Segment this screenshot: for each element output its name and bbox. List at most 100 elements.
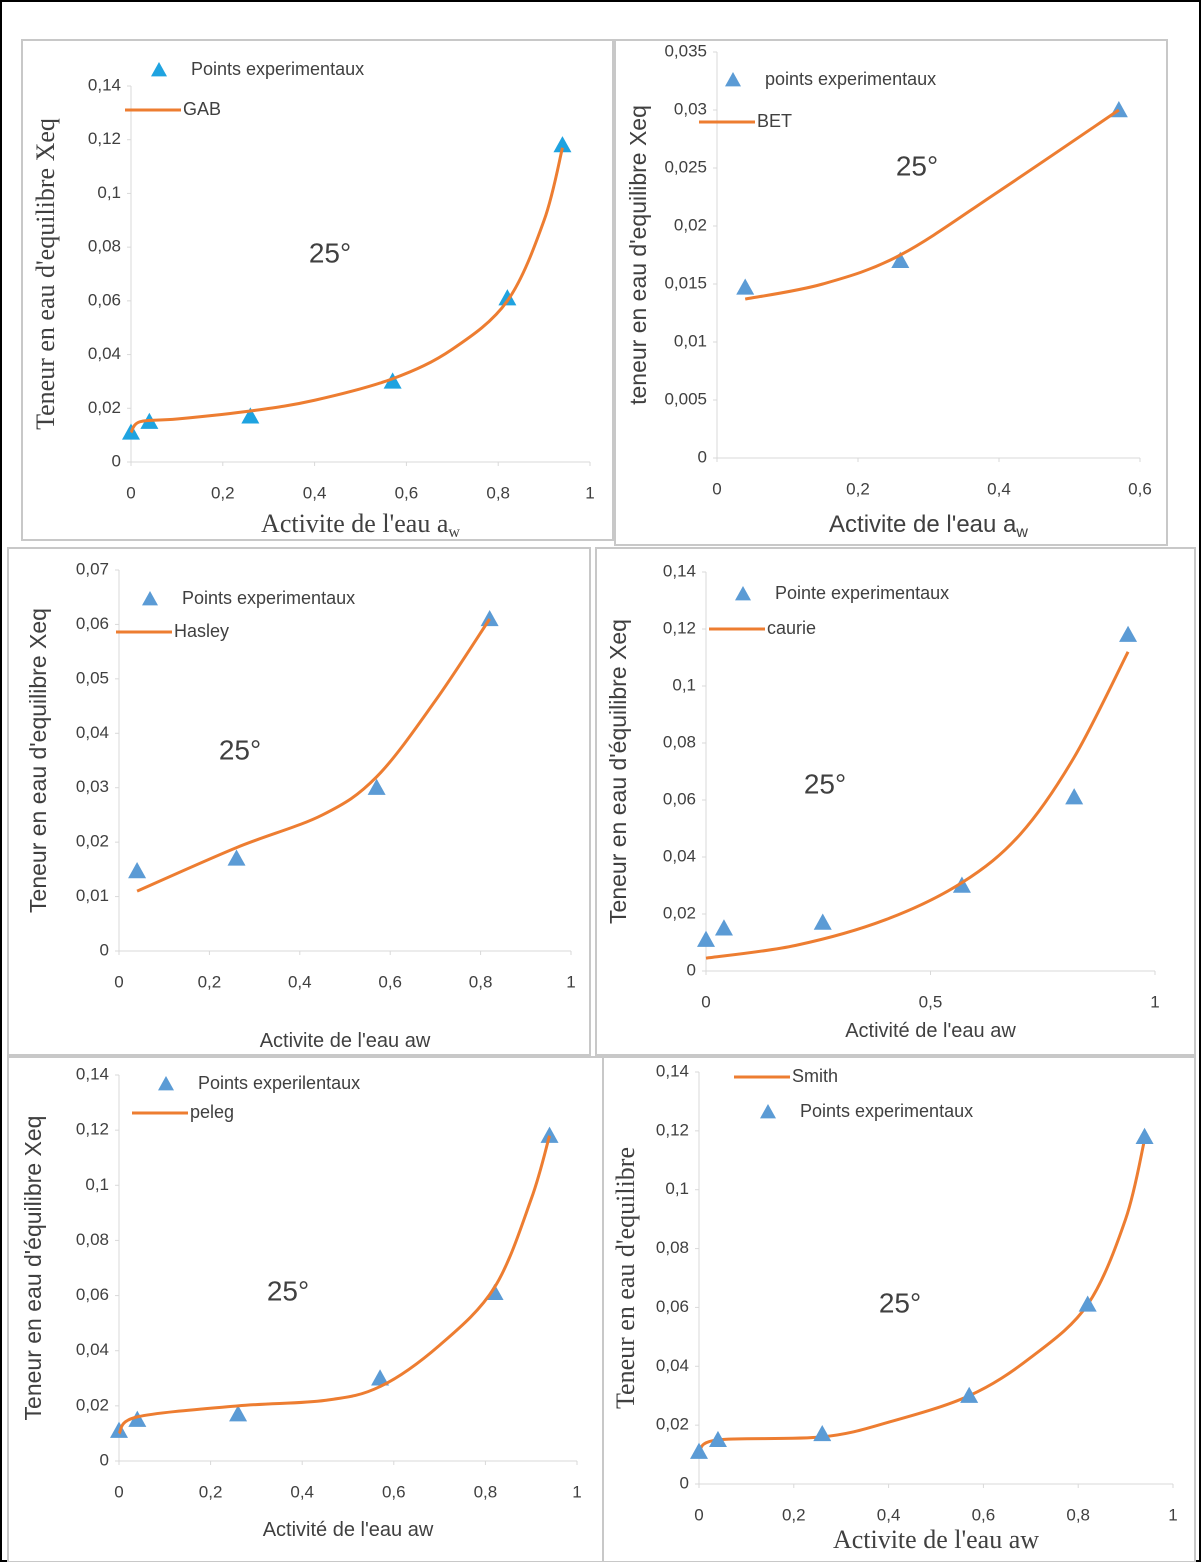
y-tick-label: 0,08 xyxy=(656,1238,689,1257)
y-tick-label: 0,12 xyxy=(76,1120,109,1139)
data-point xyxy=(813,1424,832,1442)
data-point xyxy=(128,1410,147,1427)
chart-panel: 0 0,005 0,01 0,015 0,02 0,025 0,03 0,035 0 0,2 0,4… xyxy=(614,39,1168,546)
y-tick-label: 0 xyxy=(687,960,696,979)
x-axis-title-text: Activité de l'eau aw xyxy=(263,1519,434,1541)
x-axis-title: Activite de l'eau aw xyxy=(260,1030,431,1052)
y-tick-label: 0,14 xyxy=(656,1061,689,1080)
y-axis-title: Teneur en eau d'equilibre Xeq xyxy=(25,608,51,913)
x-tick-label: 0,4 xyxy=(877,1505,901,1524)
data-point xyxy=(227,849,246,866)
fit-curve xyxy=(117,1135,551,1435)
panel-frame xyxy=(7,547,591,1056)
data-point xyxy=(480,609,499,627)
data-point xyxy=(736,278,755,295)
x-tick-label: 0,6 xyxy=(378,972,402,991)
chart-panel: 0 0,02 0,04 0,06 0,08 0,1 0,12 0,14 0 0,2 0,4 0,6 0,… xyxy=(21,39,614,541)
y-tick-label: 0,02 xyxy=(663,903,696,922)
y-tick-label: 0,12 xyxy=(656,1120,689,1139)
panel-frame xyxy=(614,39,1168,546)
x-tick-label: 0,2 xyxy=(211,483,235,502)
x-tick-label: 0,2 xyxy=(199,1482,223,1501)
x-axis-title: Activite de l'eau aw xyxy=(833,1525,1039,1554)
y-axis-title: Teneur en eau d'equilibre Xeq xyxy=(31,118,60,430)
legend-marker xyxy=(158,1076,174,1091)
y-tick-label: 0,04 xyxy=(88,344,121,363)
data-point xyxy=(697,930,715,947)
legend-label: peleg xyxy=(190,1102,234,1122)
y-tick-label: 0,015 xyxy=(664,273,707,292)
x-tick-label: 1 xyxy=(1150,992,1159,1011)
data-point xyxy=(813,913,832,930)
x-tick-label: 0 xyxy=(701,992,710,1011)
data-point xyxy=(540,1126,559,1143)
y-tick-label: 0,01 xyxy=(76,886,109,905)
y-tick-label: 0 xyxy=(680,1473,689,1492)
y-tick-label: 0,02 xyxy=(76,832,109,851)
y-tick-label: 0,01 xyxy=(674,331,707,350)
data-point xyxy=(1119,625,1138,642)
x-tick-label: 1 xyxy=(566,972,575,991)
data-point xyxy=(1065,788,1084,805)
annotation: 25° xyxy=(896,150,938,181)
y-tick-label: 0,1 xyxy=(665,1179,689,1198)
x-tick-label: 0,6 xyxy=(382,1482,406,1501)
y-tick-label: 0,025 xyxy=(664,157,707,176)
x-tick-label: 1 xyxy=(585,483,594,502)
y-tick-label: 0,03 xyxy=(76,777,109,796)
x-axis-title-subscript: w xyxy=(1015,524,1028,541)
legend-label: Pointe experimentaux xyxy=(775,583,949,603)
data-point xyxy=(960,1386,979,1403)
x-tick-label: 1 xyxy=(1168,1505,1177,1524)
x-axis-title: Activité de l'eau aw xyxy=(263,1519,434,1541)
y-tick-label: 0,04 xyxy=(76,723,109,742)
y-tick-label: 0 xyxy=(112,451,121,470)
x-tick-label: 0,8 xyxy=(474,1482,498,1501)
x-tick-label: 0 xyxy=(114,972,123,991)
chart-panel: 0 0,01 0,02 0,03 0,04 0,05 0,06 0,07 0 0,2 0,4 0,6 0… xyxy=(7,547,591,1056)
data-point xyxy=(1078,1295,1097,1312)
x-axis-title-text: Activité de l'eau aw xyxy=(845,1020,1016,1042)
x-axis-title: Activite de l'eau aw xyxy=(261,509,460,541)
x-axis-title-text: Activite de l'eau a xyxy=(261,509,449,538)
data-point xyxy=(371,1369,390,1386)
fit-curve xyxy=(744,108,1120,301)
x-tick-label: 0 xyxy=(126,483,135,502)
y-tick-label: 0,14 xyxy=(76,1064,109,1083)
y-tick-label: 0,06 xyxy=(76,614,109,633)
y-tick-label: 0,02 xyxy=(76,1395,109,1414)
y-tick-label: 0,1 xyxy=(85,1175,109,1194)
y-tick-label: 0,1 xyxy=(672,675,696,694)
x-tick-label: 0,4 xyxy=(288,972,312,991)
annotation: 25° xyxy=(804,768,846,799)
legend-label: Smith xyxy=(792,1066,838,1086)
fit-curve xyxy=(705,651,1130,960)
y-tick-label: 0,06 xyxy=(88,290,121,309)
legend-marker xyxy=(735,586,751,601)
y-tick-label: 0,12 xyxy=(663,618,696,637)
y-tick-label: 0,04 xyxy=(663,846,696,865)
y-axis-title: Teneur en eau d'équilibre Xeq xyxy=(20,1116,46,1421)
x-tick-label: 0,5 xyxy=(919,992,943,1011)
legend-label: caurie xyxy=(767,618,816,638)
data-point xyxy=(690,1442,708,1459)
data-point xyxy=(1135,1127,1154,1144)
x-tick-label: 0,6 xyxy=(1128,479,1152,498)
x-tick-label: 0 xyxy=(694,1505,703,1524)
y-tick-label: 0,1 xyxy=(97,183,121,202)
legend-label: Hasley xyxy=(174,621,229,641)
y-tick-label: 0,14 xyxy=(663,561,696,580)
data-point xyxy=(952,876,971,893)
x-tick-label: 0,8 xyxy=(486,483,510,502)
legend-label: BET xyxy=(757,111,792,131)
y-tick-label: 0,08 xyxy=(663,732,696,751)
y-tick-label: 0,12 xyxy=(88,129,121,148)
annotation: 25° xyxy=(879,1287,921,1318)
data-point xyxy=(229,1405,248,1422)
x-tick-label: 0 xyxy=(712,479,721,498)
x-axis-title-text: Activite de l'eau a xyxy=(829,511,1017,538)
data-point xyxy=(498,289,517,306)
panel-frame xyxy=(7,1056,604,1562)
y-tick-label: 0,02 xyxy=(88,398,121,417)
legend-marker xyxy=(151,62,167,77)
